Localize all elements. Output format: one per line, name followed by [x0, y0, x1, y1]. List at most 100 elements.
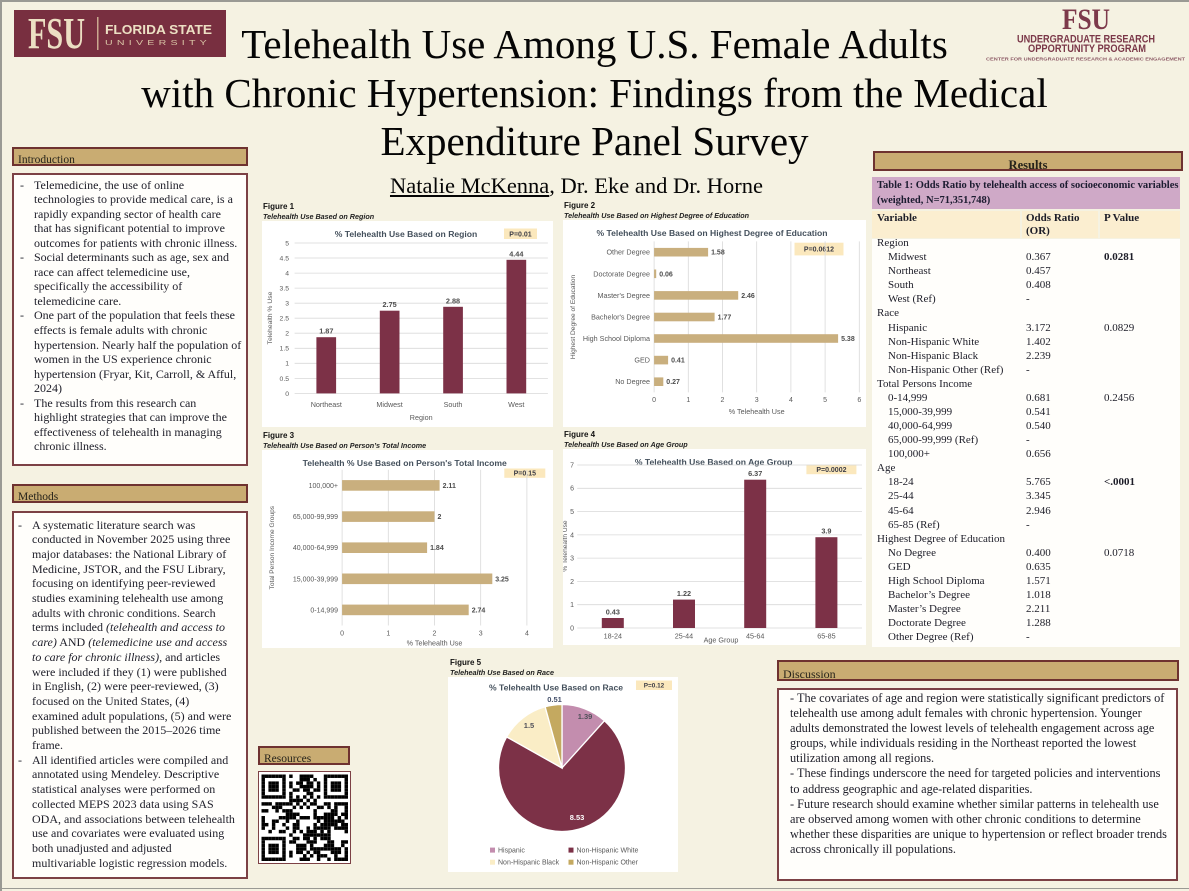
svg-text:% Telehealth Use Based on High: % Telehealth Use Based on Highest Degree… — [597, 228, 828, 238]
svg-text:% Telehealth Use Based on Race: % Telehealth Use Based on Race — [489, 683, 623, 693]
svg-text:2.88: 2.88 — [446, 296, 460, 305]
svg-text:Other Degree: Other Degree — [606, 248, 650, 257]
svg-text:1: 1 — [386, 631, 390, 638]
svg-text:3: 3 — [755, 397, 759, 404]
svg-text:1.39: 1.39 — [578, 712, 593, 721]
svg-text:4: 4 — [525, 631, 529, 638]
svg-text:45-64: 45-64 — [746, 632, 764, 641]
svg-text:Doctorate Degree: Doctorate Degree — [593, 269, 650, 278]
svg-text:1.87: 1.87 — [319, 327, 333, 336]
svg-text:1: 1 — [686, 397, 690, 404]
svg-text:P=0.0002: P=0.0002 — [816, 467, 846, 474]
svg-text:High School Diploma: High School Diploma — [583, 334, 650, 343]
svg-text:Master's Degree: Master's Degree — [597, 291, 650, 300]
svg-text:Bachelor's Degree: Bachelor's Degree — [591, 313, 650, 322]
svg-text:2.75: 2.75 — [382, 300, 396, 309]
svg-text:4: 4 — [570, 532, 574, 539]
svg-text:% Telehealth Use Based on Regi: % Telehealth Use Based on Region — [335, 229, 478, 239]
svg-text:4.5: 4.5 — [280, 255, 290, 262]
svg-text:2.46: 2.46 — [741, 293, 755, 300]
svg-text:1.5: 1.5 — [280, 346, 290, 353]
svg-text:3.9: 3.9 — [821, 527, 831, 536]
svg-text:3.25: 3.25 — [495, 576, 509, 583]
svg-text:Total Person Income Groups: Total Person Income Groups — [269, 505, 276, 589]
svg-text:0: 0 — [340, 631, 344, 638]
svg-text:65-85: 65-85 — [817, 632, 835, 641]
svg-text:5: 5 — [285, 240, 289, 247]
svg-text:40,000-64,999: 40,000-64,999 — [293, 545, 338, 552]
svg-text:2.5: 2.5 — [280, 316, 290, 323]
svg-text:4: 4 — [789, 397, 793, 404]
svg-text:3: 3 — [479, 631, 483, 638]
svg-text:FSU: FSU — [1062, 3, 1110, 36]
svg-text:1.84: 1.84 — [430, 545, 444, 552]
svg-text:South: South — [444, 400, 463, 409]
svg-text:100,000+: 100,000+ — [309, 483, 338, 490]
svg-text:0.43: 0.43 — [606, 608, 620, 617]
svg-text:Hispanic: Hispanic — [498, 848, 525, 855]
svg-text:0-14,999: 0-14,999 — [310, 607, 338, 614]
svg-text:1.58: 1.58 — [711, 250, 725, 257]
svg-text:1: 1 — [285, 361, 289, 368]
svg-text:18-24: 18-24 — [604, 632, 622, 641]
svg-text:5: 5 — [823, 397, 827, 404]
svg-text:P=0.15: P=0.15 — [514, 471, 536, 478]
svg-text:0.27: 0.27 — [666, 379, 680, 386]
svg-text:0.41: 0.41 — [671, 358, 685, 365]
svg-text:2.11: 2.11 — [443, 483, 456, 490]
svg-text:Telehealth % Use Based on Pers: Telehealth % Use Based on Person's Total… — [303, 458, 507, 468]
svg-text:% Telehealth Use Based on Age: % Telehealth Use Based on Age Group — [635, 457, 793, 467]
svg-text:2: 2 — [433, 631, 437, 638]
svg-text:5.38: 5.38 — [841, 336, 855, 343]
svg-text:P=0.12: P=0.12 — [644, 683, 665, 690]
svg-text:Non-Hispanic Other: Non-Hispanic Other — [577, 860, 639, 867]
svg-text:Non-Hispanic White: Non-Hispanic White — [577, 848, 639, 855]
svg-text:8.53: 8.53 — [570, 813, 585, 822]
svg-text:0.51: 0.51 — [547, 695, 562, 704]
svg-text:P=0.01: P=0.01 — [509, 231, 531, 238]
svg-text:CENTER FOR UNDERGRADUATE RESEA: CENTER FOR UNDERGRADUATE RESEARCH & ACAD… — [986, 56, 1185, 61]
svg-text:3: 3 — [570, 556, 574, 563]
svg-text:West: West — [508, 400, 524, 409]
svg-text:FSU: FSU — [28, 10, 85, 57]
svg-text:1.77: 1.77 — [718, 315, 732, 322]
svg-text:3: 3 — [285, 301, 289, 308]
svg-text:OPPORTUNITY PROGRAM: OPPORTUNITY PROGRAM — [1028, 43, 1146, 55]
svg-text:6: 6 — [857, 397, 861, 404]
svg-text:65,000-99,999: 65,000-99,999 — [293, 514, 338, 521]
svg-text:4: 4 — [285, 271, 289, 278]
svg-text:0.06: 0.06 — [659, 271, 673, 278]
svg-text:2: 2 — [285, 331, 289, 338]
svg-text:Non-Hispanic Black: Non-Hispanic Black — [498, 860, 560, 867]
svg-text:% Telehealth Use: % Telehealth Use — [729, 407, 785, 416]
svg-text:Midwest: Midwest — [376, 400, 402, 409]
svg-text:GED: GED — [634, 356, 650, 365]
svg-text:1.22: 1.22 — [677, 589, 691, 598]
svg-text:7: 7 — [570, 462, 574, 469]
svg-text:0: 0 — [652, 397, 656, 404]
svg-text:No Degree: No Degree — [615, 377, 650, 386]
svg-text:2: 2 — [721, 397, 725, 404]
svg-text:2.74: 2.74 — [472, 607, 486, 614]
svg-text:25-44: 25-44 — [675, 632, 693, 641]
svg-text:5: 5 — [570, 509, 574, 516]
svg-text:3.5: 3.5 — [280, 286, 290, 293]
svg-text:2: 2 — [438, 514, 442, 521]
svg-text:15,000-39,999: 15,000-39,999 — [293, 576, 338, 583]
svg-text:Telehealth % Use: Telehealth % Use — [267, 291, 274, 344]
svg-text:% Telehealth Use: % Telehealth Use — [563, 520, 569, 572]
svg-text:0: 0 — [285, 391, 289, 398]
svg-text:0: 0 — [570, 625, 574, 632]
svg-text:4.44: 4.44 — [509, 249, 524, 258]
svg-text:2: 2 — [570, 579, 574, 586]
svg-text:UNDERGRADUATE RESEARCH: UNDERGRADUATE RESEARCH — [1017, 34, 1155, 46]
svg-text:0.5: 0.5 — [280, 376, 290, 383]
svg-text:FLORIDA STATE: FLORIDA STATE — [105, 22, 212, 37]
svg-text:UNIVERSITY: UNIVERSITY — [105, 38, 211, 47]
svg-text:% Telehealth Use: % Telehealth Use — [407, 639, 463, 648]
svg-text:Highest Degree of Education: Highest Degree of Education — [570, 275, 577, 360]
svg-text:Age Group: Age Group — [704, 636, 739, 645]
svg-text:1.5: 1.5 — [524, 721, 534, 730]
svg-text:Northeast: Northeast — [311, 400, 342, 409]
svg-text:P=0.0612: P=0.0612 — [804, 247, 834, 254]
